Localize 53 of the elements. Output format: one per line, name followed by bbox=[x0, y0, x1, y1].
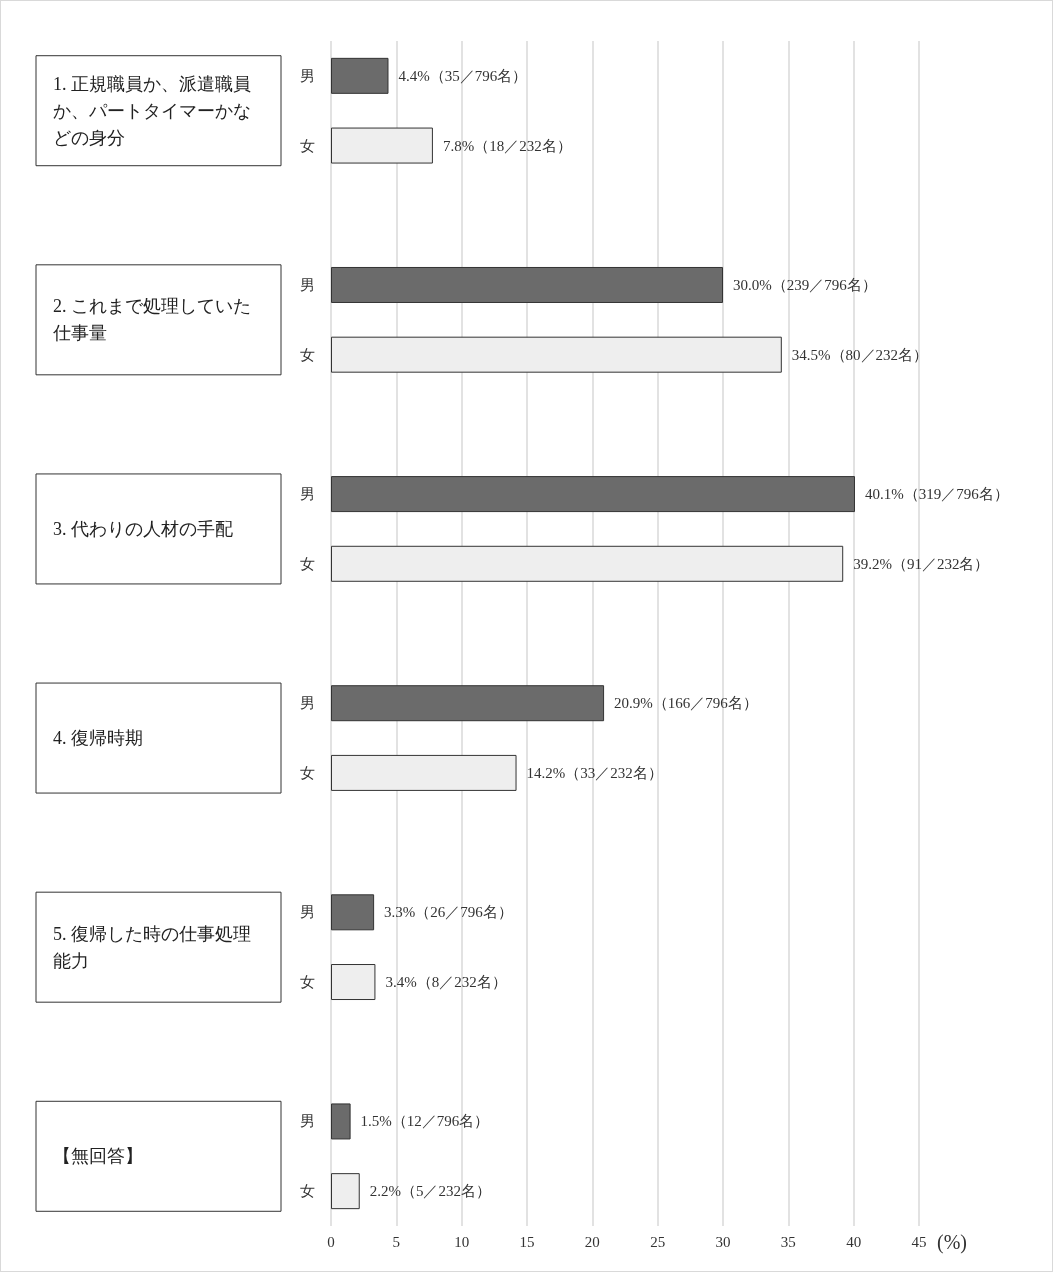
bar bbox=[331, 266, 723, 303]
y-tick-label: 男 bbox=[300, 486, 315, 503]
x-tick-label: 40 bbox=[846, 1233, 862, 1250]
bar bbox=[331, 57, 389, 94]
y-tick-label: 男 bbox=[300, 695, 315, 712]
data-label: 40.1%（319／796名） bbox=[864, 486, 1009, 503]
y-tick-label: 女 bbox=[300, 764, 315, 781]
data-label: 1.5%（12／796名） bbox=[360, 1113, 490, 1130]
text: 3. 代わりの人材の手配 bbox=[53, 518, 233, 539]
bar bbox=[331, 545, 844, 582]
y-tick-label: 女 bbox=[300, 1183, 315, 1200]
y-tick-label: 女 bbox=[300, 555, 315, 572]
data-label: 4.4%（35／796名） bbox=[398, 67, 528, 84]
y-tick-label: 女 bbox=[300, 137, 315, 154]
bar bbox=[331, 127, 433, 164]
y-tick-label: 男 bbox=[300, 1113, 315, 1130]
text: 2. これまで処理していた仕事量 bbox=[52, 296, 251, 344]
data-label: 3.4%（8／232名） bbox=[385, 974, 507, 991]
bar bbox=[331, 336, 782, 373]
x-tick-label: 20 bbox=[584, 1233, 600, 1250]
data-label: 39.2%（91／232名） bbox=[853, 555, 990, 572]
bar bbox=[331, 894, 375, 931]
y-tick-label: 男 bbox=[300, 276, 315, 293]
x-tick-label: 45 bbox=[911, 1233, 927, 1250]
bar bbox=[331, 964, 376, 1001]
x-tick-label: 15 bbox=[519, 1233, 535, 1250]
data-label: 7.8%（18／232名） bbox=[442, 137, 572, 154]
x-tick-label: 30 bbox=[715, 1233, 731, 1250]
x-tick-label: 35 bbox=[780, 1233, 796, 1250]
y-tick-label: 女 bbox=[300, 974, 315, 991]
data-label: 34.5%（80／232名） bbox=[791, 346, 929, 363]
data-label: 3.3%（26／796名） bbox=[384, 904, 513, 921]
text: 5. 復帰した時の仕事処理能力 bbox=[53, 923, 251, 971]
bar bbox=[331, 1103, 351, 1140]
bar bbox=[331, 754, 517, 791]
text: 4. 復帰時期 bbox=[53, 728, 143, 749]
bar bbox=[331, 685, 605, 722]
data-label: 14.2%（33／232名） bbox=[526, 764, 663, 781]
y-tick-label: 男 bbox=[300, 904, 315, 921]
bar bbox=[331, 1173, 360, 1210]
bar bbox=[331, 476, 855, 513]
x-tick-label: 10 bbox=[454, 1233, 470, 1250]
x-axis-title: (%) bbox=[937, 1231, 967, 1254]
x-tick-label: 5 bbox=[392, 1233, 401, 1250]
data-label: 2.2%（5／232名） bbox=[369, 1183, 491, 1200]
text: 1. 正規職員か、派遣職員か、パートタイマーかなどの身分 bbox=[53, 73, 251, 148]
x-tick-label: 25 bbox=[650, 1233, 666, 1250]
data-label: 30.0%（239／796名） bbox=[733, 276, 877, 293]
y-tick-label: 男 bbox=[300, 67, 315, 84]
data-label: 20.9%（166／796名） bbox=[614, 695, 758, 712]
text: 【無回答】 bbox=[53, 1146, 143, 1167]
x-tick-label: 0 bbox=[327, 1233, 335, 1250]
y-tick-label: 女 bbox=[300, 346, 315, 363]
